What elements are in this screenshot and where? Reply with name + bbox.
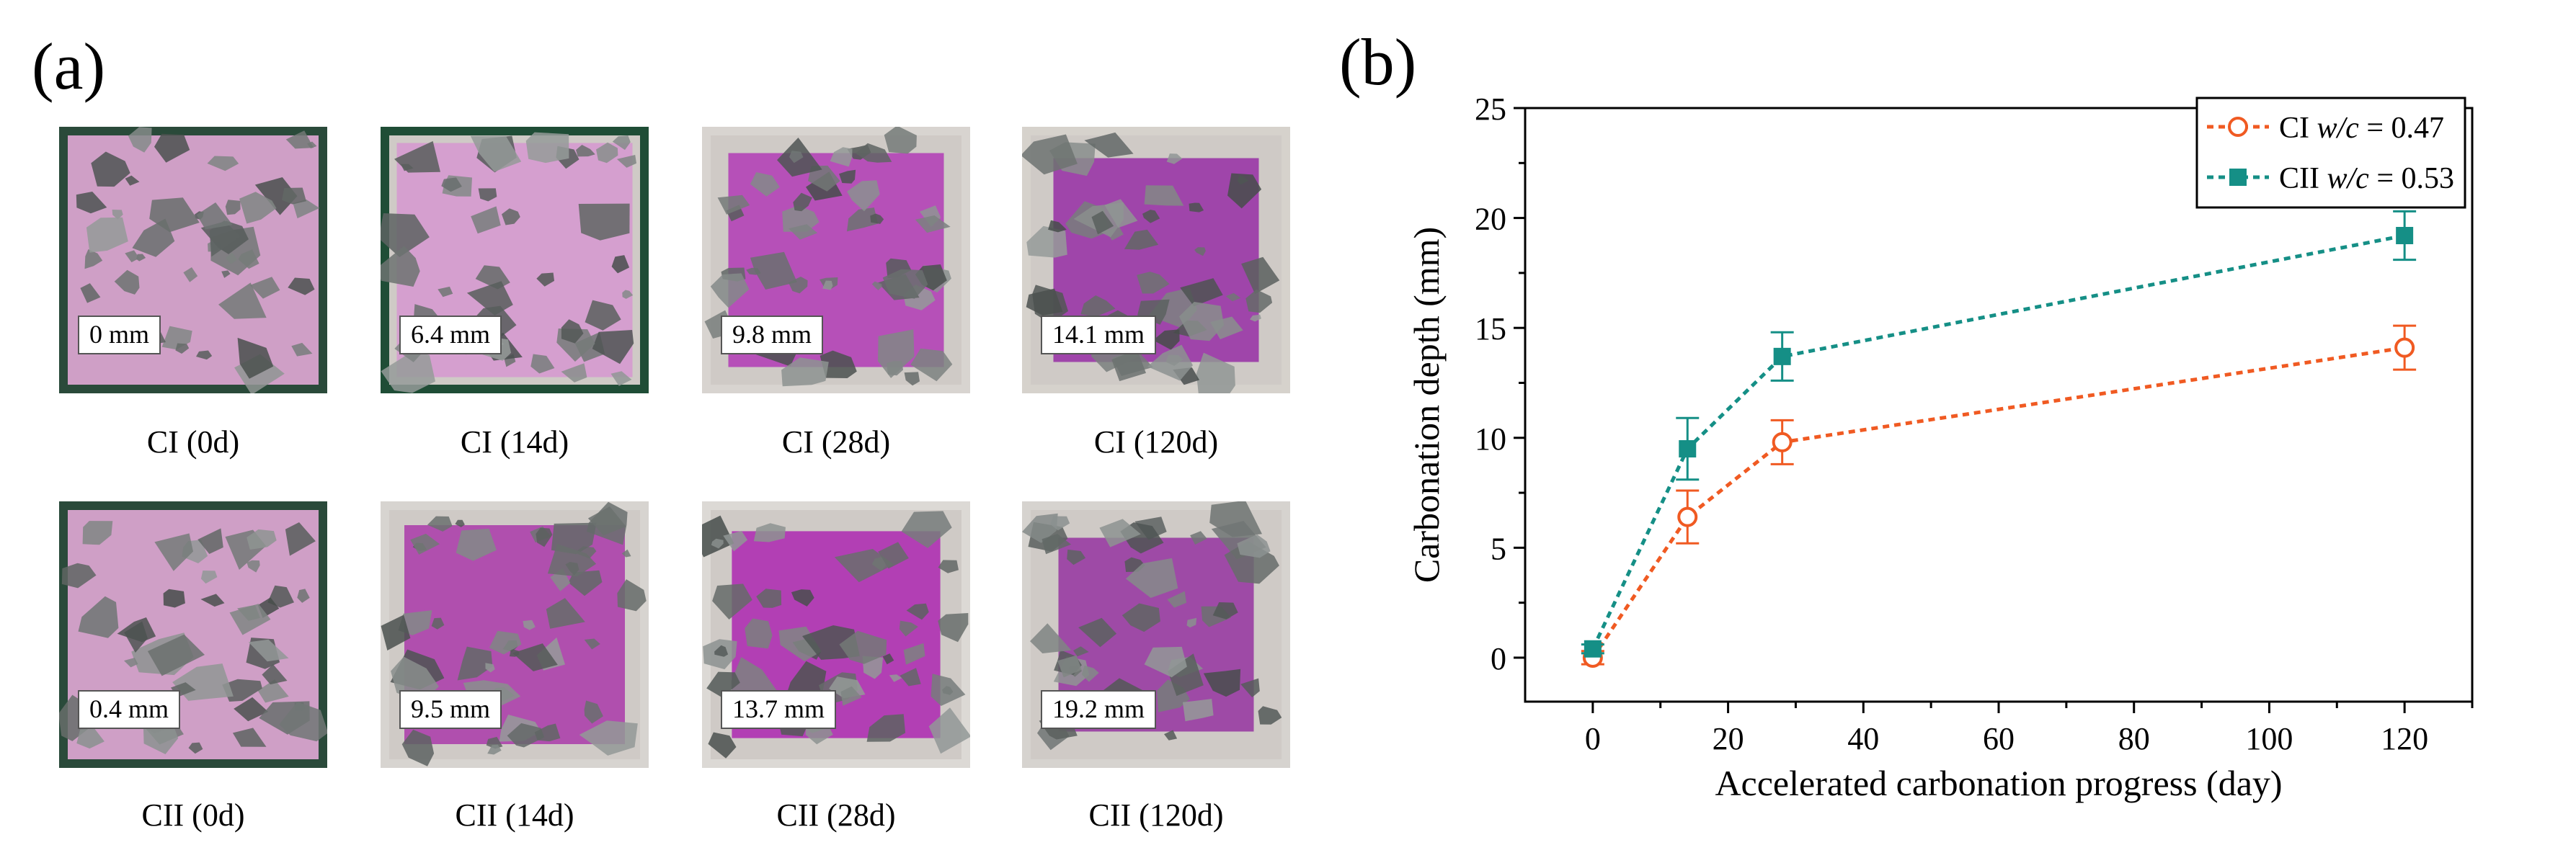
depth-label: 19.2 mm — [1041, 690, 1157, 729]
depth-label: 9.8 mm — [721, 316, 824, 354]
specimen-caption: CI (28d) — [781, 424, 891, 460]
x-tick-label: 60 — [1983, 721, 2015, 756]
depth-label: 6.4 mm — [399, 316, 502, 354]
specimen-photo: 0.4 mm — [59, 501, 327, 768]
specimen-cross-section — [702, 127, 970, 393]
x-axis-label: Accelerated carbonation progress (day) — [1715, 763, 2282, 803]
specimen-photo: 0 mm — [59, 127, 327, 393]
data-point-CII — [1679, 440, 1697, 458]
x-tick-label: 120 — [2381, 721, 2428, 756]
specimen-caption: CI (120d) — [1093, 424, 1219, 460]
specimen-photo: 6.4 mm — [381, 127, 649, 393]
specimen-caption: CI (14d) — [460, 424, 569, 460]
carbonation-depth-chart: 0 20 40 60 80 100 120 0 5 10 15 20 25 Accelerated car… — [1406, 91, 2474, 803]
legend-box — [2195, 97, 2466, 209]
specimen-caption: CII (28d) — [776, 797, 896, 833]
data-point-CII — [2396, 227, 2414, 245]
legend-marker — [2229, 169, 2247, 186]
panel-label-a: (a) — [32, 30, 106, 103]
y-tick-label: 0 — [1491, 641, 1506, 676]
depth-label: 13.7 mm — [721, 690, 837, 729]
data-point-CI — [2394, 337, 2415, 358]
legend-label-CII: CII w/c = 0.53 — [2279, 162, 2454, 195]
specimen-photo: 9.8 mm — [702, 127, 970, 393]
specimen-caption: CII (120d) — [1088, 797, 1224, 833]
x-tick-label: 100 — [2245, 721, 2293, 756]
data-point-CII — [1773, 347, 1791, 365]
x-tick-label: 80 — [2118, 721, 2150, 756]
x-tick-label: 20 — [1713, 721, 1744, 756]
y-tick-label: 15 — [1475, 311, 1506, 346]
specimen-caption: CII (14d) — [455, 797, 574, 833]
data-point-CII — [1584, 640, 1602, 658]
specimen-caption: CII (0d) — [141, 797, 245, 833]
x-tick-label: 0 — [1585, 721, 1601, 756]
data-point-CI — [1677, 506, 1698, 527]
y-tick-label: 25 — [1475, 91, 1506, 127]
legend-label-CI: CI w/c = 0.47 — [2279, 112, 2444, 145]
series-line-CII — [1591, 233, 2405, 650]
panel-label-b: (b) — [1339, 25, 1417, 99]
y-axis-label: Carbonation depth (mm) — [1406, 227, 1447, 583]
y-tick-label: 10 — [1475, 421, 1506, 457]
x-tick-label: 40 — [1847, 721, 1879, 756]
specimen-photo: 9.5 mm — [381, 501, 649, 768]
depth-label: 0 mm — [78, 316, 161, 354]
series-line-CI — [1591, 346, 2405, 659]
specimen-photo: 13.7 mm — [702, 501, 970, 768]
y-tick-label: 20 — [1475, 202, 1506, 237]
depth-label: 14.1 mm — [1041, 316, 1157, 354]
specimen-photo: 19.2 mm — [1022, 501, 1290, 768]
depth-label: 0.4 mm — [78, 690, 181, 729]
specimen-caption: CI (0d) — [146, 424, 240, 460]
y-tick-label: 5 — [1491, 531, 1506, 566]
legend-marker — [2228, 117, 2248, 137]
specimen-photo: 14.1 mm — [1022, 127, 1290, 393]
depth-label: 9.5 mm — [399, 690, 502, 729]
data-point-CI — [1772, 432, 1793, 452]
